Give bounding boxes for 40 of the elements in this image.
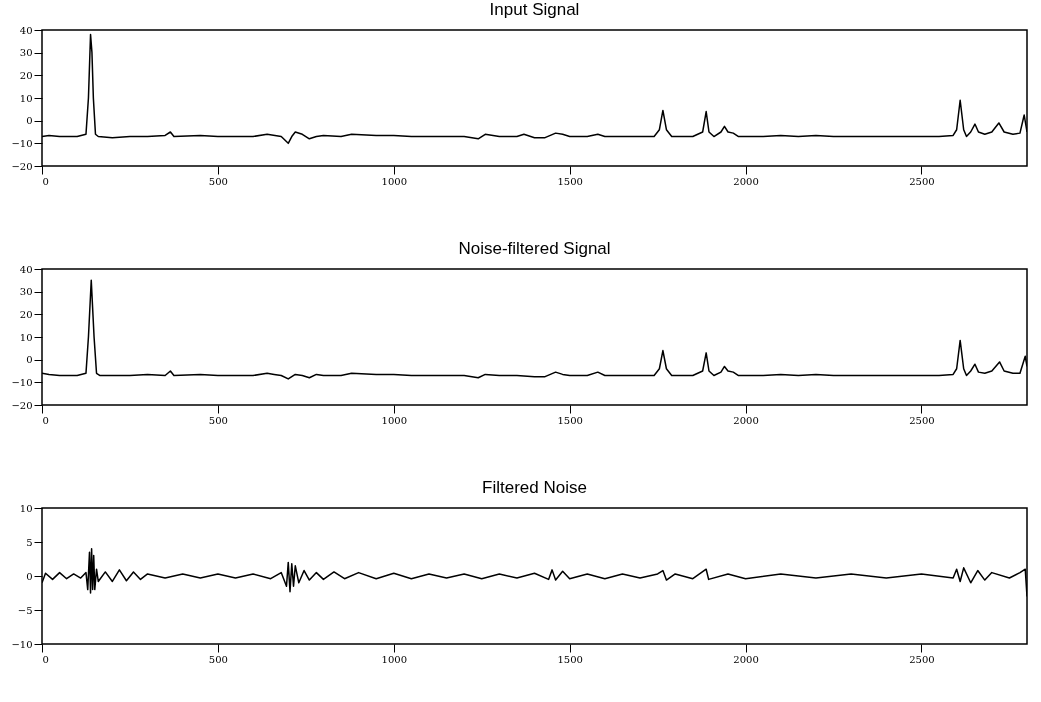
- x-tick-label: 2000: [733, 653, 759, 665]
- y-tick-label: −5: [17, 604, 33, 616]
- x-tick-label: 2500: [909, 414, 935, 426]
- y-tick-label: 0: [26, 115, 33, 127]
- x-tick-label: 2500: [909, 175, 935, 187]
- chart-title: Filtered Noise: [482, 478, 587, 497]
- x-tick-label: 1000: [381, 414, 408, 426]
- y-tick-label: 30: [19, 47, 33, 59]
- x-tick-label: 1500: [557, 653, 583, 665]
- y-tick-label: −20: [11, 160, 33, 172]
- y-tick-label: 5: [26, 536, 33, 548]
- x-tick-label: 0: [42, 175, 49, 187]
- y-tick-label: 40: [19, 24, 33, 36]
- y-tick-label: −10: [11, 376, 33, 388]
- x-tick-label: 1500: [557, 175, 583, 187]
- x-tick-label: 500: [208, 414, 228, 426]
- y-tick-label: 20: [19, 308, 33, 320]
- y-tick-label: −20: [11, 399, 33, 411]
- chart-title: Input Signal: [489, 0, 580, 19]
- x-tick-label: 2000: [733, 175, 759, 187]
- x-tick-label: 1000: [381, 653, 408, 665]
- x-tick-label: 0: [42, 653, 49, 665]
- y-tick-label: 20: [19, 69, 33, 81]
- y-tick-label: −10: [11, 137, 33, 149]
- y-tick-label: 0: [26, 570, 33, 582]
- y-tick-label: 30: [19, 286, 33, 298]
- y-tick-label: 0: [26, 354, 33, 366]
- y-tick-label: −10: [11, 638, 33, 650]
- x-tick-label: 2500: [909, 653, 935, 665]
- chart-title: Noise-filtered Signal: [458, 239, 611, 258]
- y-tick-label: 10: [19, 502, 33, 514]
- x-tick-label: 500: [208, 175, 228, 187]
- x-tick-label: 2000: [733, 414, 759, 426]
- y-tick-label: 40: [19, 263, 33, 275]
- y-tick-label: 10: [19, 92, 33, 104]
- x-tick-label: 1000: [381, 175, 408, 187]
- y-tick-label: 10: [19, 331, 33, 343]
- x-tick-label: 0: [42, 414, 49, 426]
- x-tick-label: 500: [208, 653, 228, 665]
- x-tick-label: 1500: [557, 414, 583, 426]
